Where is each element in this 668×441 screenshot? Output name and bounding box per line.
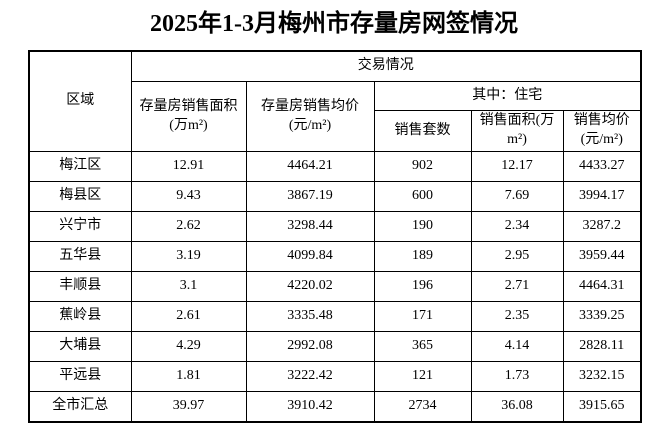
cell-total-area: 2.61 [130, 301, 247, 333]
cell-total-area: 12.91 [130, 151, 247, 183]
cell-res-price: 4433.27 [562, 151, 642, 183]
cell-units: 171 [373, 301, 472, 333]
cell-res-price: 3915.65 [562, 391, 642, 423]
table-row: 梅江区 12.91 4464.21 902 12.17 4433.27 [28, 151, 642, 183]
cell-total-price: 3335.48 [245, 301, 375, 333]
cell-total-price: 4220.02 [245, 271, 375, 303]
cell-region: 大埔县 [28, 331, 132, 363]
cell-total-price: 4099.84 [245, 241, 375, 273]
cell-total-area: 1.81 [130, 361, 247, 393]
cell-total-area: 3.1 [130, 271, 247, 303]
housing-signing-table: 区域 交易情况 存量房销售面积(万m²) 存量房销售均价(元/m²) 其中：住宅… [28, 49, 642, 423]
table-header: 区域 交易情况 存量房销售面积(万m²) 存量房销售均价(元/m²) 其中：住宅… [28, 50, 642, 153]
cell-units: 189 [373, 241, 472, 273]
cell-units: 2734 [373, 391, 472, 423]
cell-res-price: 3339.25 [562, 301, 642, 333]
cell-res-price: 2828.11 [562, 331, 642, 363]
header-residential: 其中：住宅 [373, 81, 642, 112]
cell-total-area: 9.43 [130, 181, 247, 213]
cell-total-price: 3867.19 [245, 181, 375, 213]
cell-res-area: 1.73 [470, 361, 564, 393]
cell-res-area: 12.17 [470, 151, 564, 183]
cell-res-area: 2.71 [470, 271, 564, 303]
table-row: 大埔县 4.29 2992.08 365 4.14 2828.11 [28, 331, 642, 363]
cell-units: 190 [373, 211, 472, 243]
cell-region: 蕉岭县 [28, 301, 132, 333]
table-row: 兴宁市 2.62 3298.44 190 2.34 3287.2 [28, 211, 642, 243]
header-transaction: 交易情况 [130, 50, 642, 83]
cell-units: 600 [373, 181, 472, 213]
cell-res-price: 3232.15 [562, 361, 642, 393]
cell-res-price: 3994.17 [562, 181, 642, 213]
cell-total-area: 3.19 [130, 241, 247, 273]
cell-region: 全市汇总 [28, 391, 132, 423]
header-residential-area: 销售面积(万m²) [470, 110, 564, 153]
header-row-1: 区域 交易情况 [28, 50, 642, 153]
cell-total-price: 3298.44 [245, 211, 375, 243]
report-title: 2025年1-3月梅州市存量房网签情况 [150, 11, 518, 37]
header-units-sold: 销售套数 [373, 110, 472, 153]
header-row-3: 销售套数 销售面积(万m²) 销售均价(元/m²) [29, 110, 642, 153]
cell-region: 平远县 [28, 361, 132, 393]
header-total-avg-price: 存量房销售均价(元/m²) [245, 81, 375, 153]
cell-res-area: 4.14 [470, 331, 564, 363]
cell-total-area: 2.62 [130, 211, 247, 243]
cell-total-price: 3222.42 [245, 361, 375, 393]
table-row: 梅县区 9.43 3867.19 600 7.69 3994.17 [28, 181, 642, 213]
cell-res-area: 7.69 [470, 181, 564, 213]
table-row: 五华县 3.19 4099.84 189 2.95 3959.44 [28, 241, 642, 273]
cell-units: 902 [373, 151, 472, 183]
header-row-2: 存量房销售面积(万m²) 存量房销售均价(元/m²) 其中：住宅 [29, 81, 642, 153]
header-region: 区域 [28, 50, 132, 153]
cell-region: 丰顺县 [28, 271, 132, 303]
cell-total-area: 39.97 [130, 391, 247, 423]
table-row: 丰顺县 3.1 4220.02 196 2.71 4464.31 [28, 271, 642, 303]
cell-region: 梅县区 [28, 181, 132, 213]
cell-total-price: 2992.08 [245, 331, 375, 363]
cell-res-area: 2.95 [470, 241, 564, 273]
header-total-sale-area: 存量房销售面积(万m²) [130, 81, 247, 153]
cell-units: 365 [373, 331, 472, 363]
cell-res-price: 3287.2 [562, 211, 642, 243]
cell-res-area: 2.35 [470, 301, 564, 333]
cell-units: 196 [373, 271, 472, 303]
table-body: 梅江区 12.91 4464.21 902 12.17 4433.27 梅县区 … [28, 151, 642, 423]
cell-res-price: 4464.31 [562, 271, 642, 303]
cell-region: 梅江区 [28, 151, 132, 183]
cell-region: 兴宁市 [28, 211, 132, 243]
cell-res-area: 36.08 [470, 391, 564, 423]
cell-res-area: 2.34 [470, 211, 564, 243]
cell-res-price: 3959.44 [562, 241, 642, 273]
header-residential-price: 销售均价(元/m²) [562, 110, 642, 153]
table-row: 蕉岭县 2.61 3335.48 171 2.35 3339.25 [28, 301, 642, 333]
table-row: 平远县 1.81 3222.42 121 1.73 3232.15 [28, 361, 642, 393]
cell-region: 五华县 [28, 241, 132, 273]
cell-total-price: 3910.42 [245, 391, 375, 423]
table-row-total: 全市汇总 39.97 3910.42 2734 36.08 3915.65 [28, 391, 642, 423]
cell-total-area: 4.29 [130, 331, 247, 363]
cell-total-price: 4464.21 [245, 151, 375, 183]
cell-units: 121 [373, 361, 472, 393]
